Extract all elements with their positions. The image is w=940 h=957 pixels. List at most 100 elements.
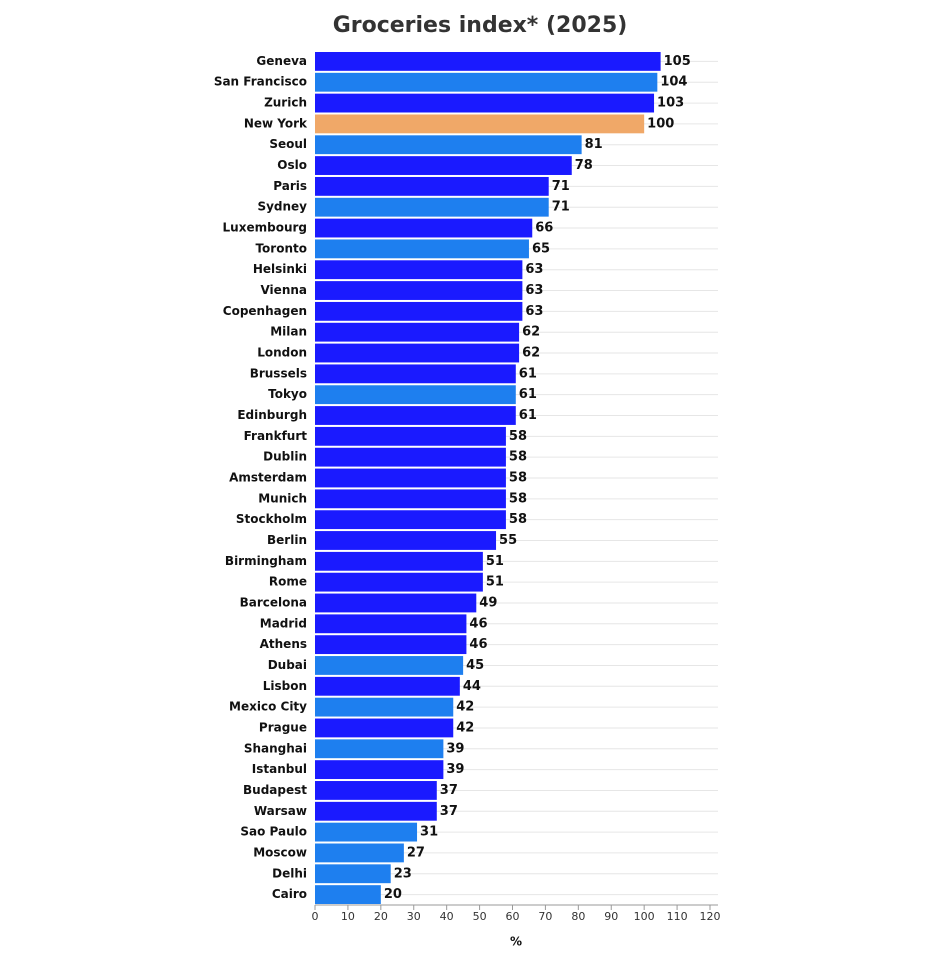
x-tick-label: 0	[312, 910, 319, 923]
bar	[315, 551, 483, 571]
value-label: 63	[525, 304, 543, 319]
y-tick-label: Amsterdam	[229, 471, 307, 485]
y-tick-label: Lisbon	[263, 679, 307, 693]
value-label: 100	[647, 116, 674, 131]
bar	[315, 260, 523, 280]
value-label: 105	[664, 54, 691, 69]
bar	[315, 531, 497, 550]
y-tick-label: Berlin	[267, 533, 307, 547]
y-tick-label: Edinburgh	[237, 408, 307, 422]
bar	[315, 614, 467, 634]
bar	[315, 885, 381, 904]
bar	[315, 510, 506, 530]
bar	[315, 52, 661, 71]
value-label: 55	[499, 533, 517, 548]
bar	[315, 176, 549, 196]
bar	[315, 343, 520, 363]
value-label: 81	[585, 137, 603, 152]
y-tick-label: Toronto	[255, 241, 307, 255]
x-tick-label: 40	[440, 910, 454, 923]
value-label: 39	[446, 741, 464, 756]
bar	[315, 739, 444, 759]
bar	[315, 572, 483, 592]
y-tick-label: Budapest	[243, 783, 307, 797]
y-tick-label: Moscow	[253, 845, 307, 859]
bar	[315, 301, 523, 321]
bar	[315, 447, 506, 467]
bar	[315, 156, 572, 175]
value-label: 51	[486, 554, 504, 569]
bar	[315, 72, 658, 92]
y-tick-label: Birmingham	[225, 554, 307, 568]
y-tick-label: Cairo	[272, 887, 307, 901]
bar	[315, 426, 506, 446]
y-tick-label: Dubai	[268, 658, 307, 672]
bar	[315, 676, 460, 696]
x-tick-label: 30	[407, 910, 421, 923]
bar	[315, 822, 418, 842]
bar	[315, 322, 520, 342]
value-label: 71	[552, 179, 570, 194]
value-label: 58	[509, 491, 527, 506]
x-tick-label: 50	[473, 910, 487, 923]
x-tick-label: 90	[604, 910, 618, 923]
value-label: 46	[469, 637, 487, 652]
bar	[315, 718, 454, 738]
y-tick-label: New York	[244, 116, 308, 130]
y-tick-label: Copenhagen	[223, 304, 307, 318]
y-tick-label: Paris	[273, 179, 307, 193]
value-label: 42	[456, 720, 474, 735]
value-label: 61	[519, 366, 537, 381]
value-label: 42	[456, 700, 474, 715]
bar	[315, 656, 464, 675]
value-label: 37	[440, 804, 458, 819]
value-label: 62	[522, 346, 540, 361]
bar	[315, 239, 529, 259]
value-label: 49	[479, 595, 497, 610]
bar	[315, 781, 437, 800]
value-label: 65	[532, 241, 550, 256]
x-axis-label: %	[510, 935, 522, 949]
y-tick-label: Vienna	[260, 283, 307, 297]
bar	[315, 197, 549, 217]
bar	[315, 114, 645, 134]
value-label: 20	[384, 887, 402, 902]
bar	[315, 281, 523, 300]
y-tick-label: Istanbul	[252, 762, 307, 776]
bar	[315, 135, 582, 155]
y-tick-label: Seoul	[269, 137, 307, 151]
bar	[315, 364, 516, 384]
bar	[315, 760, 444, 780]
bar	[315, 489, 506, 509]
y-tick-label: Brussels	[250, 366, 307, 380]
y-tick-label: Warsaw	[254, 804, 307, 818]
y-tick-label: Luxembourg	[223, 221, 307, 235]
value-label: 66	[535, 221, 553, 236]
y-tick-label: Prague	[259, 720, 307, 734]
y-tick-label: Madrid	[260, 616, 307, 630]
value-label: 39	[446, 762, 464, 777]
y-tick-label: Barcelona	[240, 595, 307, 609]
value-label: 104	[660, 75, 687, 90]
value-label: 103	[657, 96, 684, 111]
bar	[315, 218, 533, 238]
y-tick-label: Frankfurt	[244, 429, 308, 443]
y-tick-label: Helsinki	[253, 262, 307, 276]
value-label: 58	[509, 429, 527, 444]
bar	[315, 697, 454, 717]
x-tick-label: 100	[634, 910, 655, 923]
y-tick-label: Rome	[269, 575, 307, 589]
value-label: 58	[509, 512, 527, 527]
y-tick-label: London	[257, 346, 307, 360]
x-tick-label: 110	[667, 910, 688, 923]
value-label: 78	[575, 158, 593, 173]
y-tick-label: Sydney	[257, 200, 307, 214]
value-label: 61	[519, 387, 537, 402]
y-tick-label: Geneva	[256, 54, 307, 68]
y-tick-label: Stockholm	[236, 512, 307, 526]
value-label: 37	[440, 783, 458, 798]
value-label: 63	[525, 262, 543, 277]
x-tick-label: 70	[538, 910, 552, 923]
bar	[315, 385, 516, 405]
value-label: 61	[519, 408, 537, 423]
